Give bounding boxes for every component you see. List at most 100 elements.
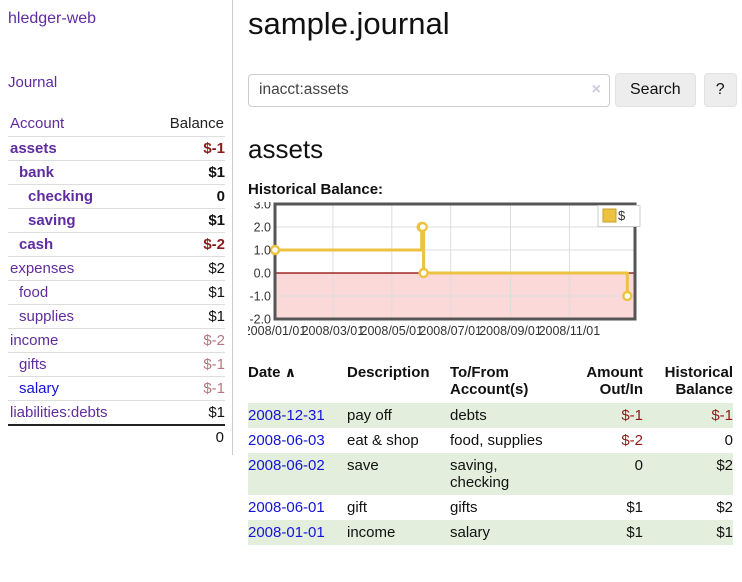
data-point-marker bbox=[417, 221, 428, 233]
sidebar-account-link[interactable]: bank bbox=[19, 164, 55, 181]
account-row: food $1 bbox=[8, 280, 225, 305]
svg-text:1.0: 1.0 bbox=[254, 244, 271, 258]
transaction-date-cell: 2008-06-01 bbox=[248, 495, 347, 520]
account-balance: $-1 bbox=[145, 376, 225, 401]
register-header-description: Description bbox=[347, 364, 430, 381]
svg-text:2008/07/01: 2008/07/01 bbox=[419, 324, 482, 338]
transaction-accounts: debts bbox=[450, 403, 558, 428]
account-row: salary $-1 bbox=[8, 376, 225, 401]
register-header-accounts: To/From Account(s) bbox=[450, 364, 529, 398]
account-balance: $1 bbox=[145, 400, 225, 425]
legend-label: $ bbox=[618, 208, 626, 223]
sidebar-nav: Journal bbox=[8, 74, 225, 91]
data-point-marker bbox=[622, 290, 633, 302]
account-row: bank $1 bbox=[8, 160, 225, 185]
account-row: liabilities:debts $1 bbox=[8, 400, 225, 425]
svg-text:2008/01/01: 2008/01/01 bbox=[248, 324, 306, 338]
transaction-accounts: gifts bbox=[450, 499, 478, 516]
app-layout: hledger-web Journal Account Balance asse… bbox=[8, 0, 737, 545]
svg-text:3.0: 3.0 bbox=[254, 202, 271, 212]
transaction-date-cell: 2008-06-02 bbox=[248, 453, 347, 495]
sidebar-account-link[interactable]: food bbox=[19, 284, 49, 301]
account-row: assets $-1 bbox=[8, 136, 225, 161]
account-name-cell: salary bbox=[8, 376, 146, 401]
transaction-balance: $2 bbox=[643, 453, 733, 495]
account-name-cell: saving bbox=[8, 208, 146, 233]
account-row: cash $-2 bbox=[8, 232, 225, 257]
sidebar-account-link[interactable]: saving bbox=[28, 212, 76, 229]
account-balance: $2 bbox=[145, 256, 225, 281]
sidebar-account-link[interactable]: assets bbox=[10, 140, 57, 157]
svg-text:2008/03/01: 2008/03/01 bbox=[302, 324, 365, 338]
account-row: gifts $-1 bbox=[8, 352, 225, 377]
account-name-cell: checking bbox=[8, 184, 146, 209]
transaction-row: 2008-06-03 eat & shop food, supplies $-2 0 bbox=[248, 428, 733, 453]
sidebar-account-link[interactable]: salary bbox=[19, 380, 60, 397]
sidebar-item-journal[interactable]: Journal bbox=[8, 74, 58, 91]
sidebar-account-link[interactable]: income bbox=[10, 332, 59, 349]
accounts-total-spacer bbox=[8, 424, 146, 449]
account-row: expenses $2 bbox=[8, 256, 225, 281]
account-row: income $-2 bbox=[8, 328, 225, 353]
transaction-balance: $-1 bbox=[643, 403, 733, 428]
balance-chart-svg: $3.0 2.0 1.0 0.0 -1.0 -2.02008/01/012008/03/0… bbox=[244, 198, 641, 338]
accounts-table: Account Balance assets $-1 bank $1 checking 0… bbox=[8, 112, 225, 449]
search-form: × Search ? bbox=[248, 73, 737, 107]
transaction-row: 2008-06-02 save saving, checking 0 $2 bbox=[248, 453, 733, 495]
transaction-date-link[interactable]: 2008-06-01 bbox=[248, 499, 325, 516]
account-name-cell: supplies bbox=[8, 304, 146, 329]
svg-text:2.0: 2.0 bbox=[254, 221, 271, 235]
legend-swatch bbox=[602, 208, 617, 223]
search-button[interactable]: Search bbox=[615, 73, 696, 107]
transaction-date-cell: 2008-01-01 bbox=[248, 520, 347, 545]
search-input[interactable] bbox=[248, 73, 610, 107]
register-header-date[interactable]: Date ∧ bbox=[248, 361, 347, 403]
clear-search-icon[interactable]: × bbox=[591, 80, 601, 98]
register-table: Date ∧ Description To/From Account(s) Am… bbox=[248, 361, 733, 545]
account-balance: 0 bbox=[145, 184, 225, 209]
transaction-amount: $1 bbox=[558, 520, 643, 545]
data-point-marker bbox=[418, 267, 429, 279]
svg-text:2008/05/01: 2008/05/01 bbox=[361, 324, 424, 338]
transaction-date-link[interactable]: 2008-01-01 bbox=[248, 524, 325, 541]
sort-asc-icon: ∧ bbox=[284, 364, 297, 380]
transaction-balance: 0 bbox=[724, 432, 733, 449]
svg-text:-1.0: -1.0 bbox=[249, 290, 271, 304]
account-balance: $1 bbox=[145, 304, 225, 329]
svg-text:0.0: 0.0 bbox=[254, 267, 271, 281]
accounts-header-row: Account Balance bbox=[8, 112, 225, 137]
sidebar-account-link[interactable]: checking bbox=[28, 188, 94, 205]
transaction-description: income bbox=[347, 520, 450, 545]
account-row: checking 0 bbox=[8, 184, 225, 209]
transaction-description: pay off bbox=[347, 403, 450, 428]
sidebar-account-link[interactable]: cash bbox=[19, 236, 54, 253]
app-title-link[interactable]: hledger-web bbox=[8, 10, 97, 27]
account-name-cell: liabilities:debts bbox=[8, 400, 146, 425]
transaction-amount: $-2 bbox=[621, 432, 643, 449]
sidebar-account-link[interactable]: supplies bbox=[19, 308, 75, 325]
transaction-date-link[interactable]: 2008-12-31 bbox=[248, 407, 325, 424]
transaction-amount: $1 bbox=[626, 499, 643, 516]
register-header-date-label: Date bbox=[248, 364, 281, 381]
transaction-date-link[interactable]: 2008-06-02 bbox=[248, 457, 325, 474]
sidebar-account-link[interactable]: expenses bbox=[10, 260, 75, 277]
help-button[interactable]: ? bbox=[703, 73, 737, 107]
account-name-cell: bank bbox=[8, 160, 146, 185]
sidebar-account-link[interactable]: liabilities:debts bbox=[10, 404, 108, 421]
transaction-balance: $1 bbox=[643, 520, 733, 545]
account-balance: $-2 bbox=[145, 232, 225, 257]
account-row: saving $1 bbox=[8, 208, 225, 233]
transaction-row: 2008-01-01 income salary $1 $1 bbox=[248, 520, 733, 545]
register-header-balance: Historical Balance bbox=[664, 364, 733, 398]
sidebar-account-link[interactable]: gifts bbox=[19, 356, 47, 373]
accounts-total-row: 0 bbox=[8, 424, 225, 449]
transaction-date-link[interactable]: 2008-06-03 bbox=[248, 432, 325, 449]
account-balance: $-2 bbox=[145, 328, 225, 353]
account-balance: $-1 bbox=[145, 136, 225, 161]
register-header-amount: Amount Out/In bbox=[586, 364, 643, 398]
historical-balance-chart: $3.0 2.0 1.0 0.0 -1.0 -2.0 2008/01/01 2008/03/0… bbox=[244, 198, 737, 348]
accounts-total-value: 0 bbox=[145, 424, 225, 449]
account-balance: $1 bbox=[145, 208, 225, 233]
svg-text:2008/11/01: 2008/11/01 bbox=[539, 324, 601, 338]
accounts-header-account: Account bbox=[10, 115, 65, 132]
